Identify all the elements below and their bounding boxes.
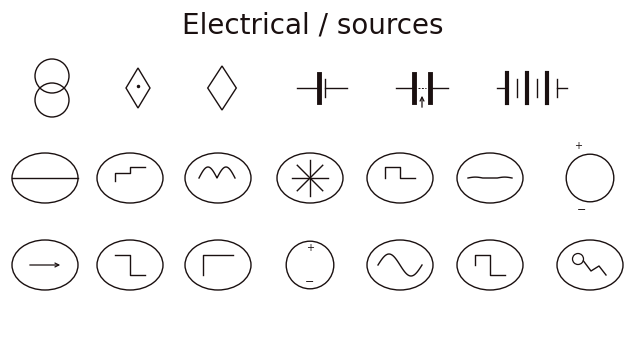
Text: Electrical / sources: Electrical / sources <box>182 11 444 39</box>
Text: +: + <box>574 141 582 151</box>
Text: +: + <box>306 243 314 253</box>
Text: −: − <box>577 205 587 215</box>
Text: −: − <box>305 277 315 287</box>
